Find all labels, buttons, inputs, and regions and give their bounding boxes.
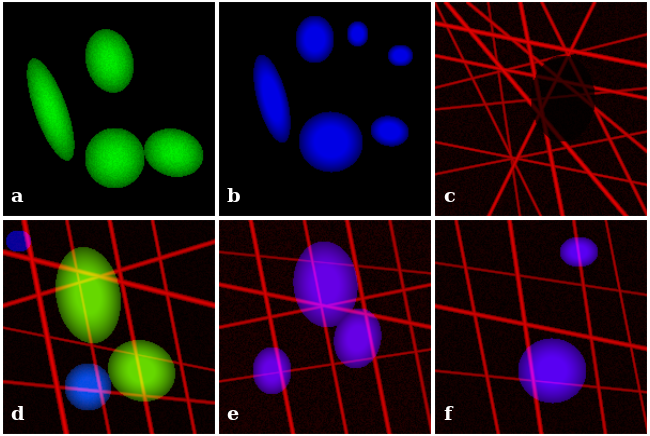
Text: b: b (227, 188, 240, 206)
Text: c: c (443, 188, 455, 206)
Text: f: f (443, 406, 451, 424)
Text: e: e (227, 406, 239, 424)
Text: a: a (10, 188, 23, 206)
Text: d: d (10, 406, 24, 424)
